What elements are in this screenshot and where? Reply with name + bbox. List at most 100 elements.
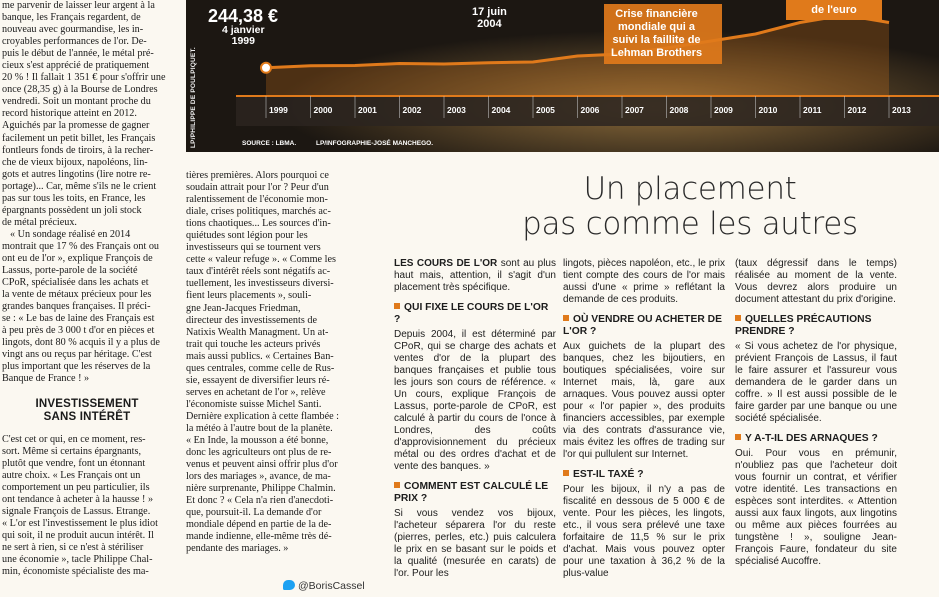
text-line: lors des mariages », avance, de ma- [186,471,331,483]
text-line: banque, les Français regardent, de [2,12,141,24]
text-line: quiétudes sont légion pour les [186,230,308,242]
text-line: vendredi. Soit un montant proche du [2,96,151,108]
question-text: OÙ VENDRE OU ACHETER DE L'OR ? [563,314,722,337]
author-handle: @BorisCassel [298,580,365,592]
text-line: tions chaotiques... Les sources d'in- [186,218,331,230]
year-tick-label: 2002 [403,105,422,115]
subheading-line: SANS INTÉRÊT [43,410,131,423]
text-line: record historique atteint en 2012. [2,108,137,120]
year-tick-label: 2009 [714,105,733,115]
text-line: fient leurs placements », souli- [186,290,312,302]
text-line: fontleurs fonds de tiroirs, à la recher- [2,144,154,156]
box-headline: Un placement pas comme les autres [470,172,910,242]
text-line: portage)... Car, même s'ils ne le crient [2,180,157,192]
text-line: C'est cet or qui, en ce moment, res- [2,433,146,445]
euro-annotation: de l'euro [786,0,882,20]
mid-date-line-2: 2004 [477,18,502,30]
text-line: lingots, dont 80 % acquis il y a plus de [2,337,160,349]
year-tick-label: 2012 [848,105,867,115]
article-column-2: tières premières. Alors pourquoi ce souda… [186,170,358,575]
year-tick-label: 2001 [358,105,377,115]
text-line: autre choix. « Les Français ont un [2,469,141,481]
text-line: nouveau avec gourmandise, les in- [2,24,144,36]
year-tick-label: 2008 [670,105,689,115]
headline-line-2: pas comme les autres [522,206,858,242]
year-tick-label: 1999 [269,105,288,115]
text-line: ont tendance à acheter à la hausse ! » [2,493,154,505]
year-tick-label: 2006 [581,105,600,115]
crisis-box-background [604,4,722,64]
box-column-2: lingots, pièces napoléon, etc., le prix … [563,258,725,597]
year-axis-band [236,96,939,126]
text-line: donc les agriculteurs ont plus de re- [186,447,332,459]
article-column-1: me parvenir de laisser leur argent à la b… [2,0,172,597]
square-bullet-icon [563,315,569,321]
text-line: CPoR, spécialisée dans les achats et [2,277,149,289]
text-line: montrait que 17 % des Français ont ou [2,240,160,252]
text-line: Lassus, porte-parole de la société [2,265,138,277]
text-line: cieux s'est apprécié de pratiquement [2,60,150,72]
text-line: sort. Même si certains épargnants, [2,445,142,457]
answer-text: Aux guichets de la plupart des banques, … [563,341,725,460]
text-line: vingt ans ou reçus par héritage. C'est [2,349,152,361]
text-line: la vente de métaux précieux pour les [2,289,152,301]
text-line: mais aussi publics. « Certaines Ban- [186,350,334,362]
crisis-line: suivi la faillite de [612,34,701,46]
text-line: plutôt que vendre, font un étonnant [2,457,146,469]
question-heading: EST-IL TAXÉ ? [563,469,725,481]
text-line: gots et autres lingotins (lire notre re- [2,168,151,180]
question-text: QUELLES PRÉCAUTIONS PRENDRE ? [735,314,872,337]
box-column-1: LES COURS DE L'OR sont au plus haut mais… [394,258,556,597]
answer-text: (taux dégressif dans le temps) réalisée … [735,258,897,305]
text-line: mande indienne, elle-même très dé- [186,531,332,543]
text-line: tuellement, les investisseurs diversi- [186,278,334,290]
text-line: comportement un peu particulier, ils [2,481,150,493]
year-tick-label: 2007 [625,105,644,115]
square-bullet-icon [394,482,400,488]
text-line: croyables performances de l'or. De- [2,36,147,48]
gold-price-infographic: 1999 2000 2001 2002 2003 2004 2005 2006 2007 2008… [186,0,939,152]
answer-text: Pour les bijoux, il n'y a pas de fiscali… [563,484,725,579]
text-line: Natixis Wealth Managment. Un at- [186,326,329,338]
chart-background [186,0,939,152]
text-line: diale, crises politiques, marchés ac- [186,206,331,218]
text-line: plus important que les réserves de la [2,361,151,373]
text-line: qui soit, il ne produit aucun intérêt. I… [2,529,154,541]
crisis-line: mondiale qui a [618,21,696,33]
year-tick-label: 2013 [892,105,911,115]
text-line: once (28,35 g) à la Bourse de Londres [2,84,158,96]
text-line: de métal précieux. [2,216,77,228]
start-date-line-1: 4 janvier [222,24,265,36]
text-line: « L'or est l'investissement le plus idio… [2,517,158,529]
question-heading: QUI FIXE LE COURS DE L'OR ? [394,302,556,326]
text-line: signale François de Lassus. Etrange. [2,505,151,517]
text-line: « Un sondage réalisé en 2014 [10,228,131,240]
text-line: l'économiste suisse Michel Santi. [186,398,322,410]
text-line: facilement un petit billet, les Français [2,132,156,144]
photo-credit-text: LP/PHILIPPE DE POULPIQUET. [190,47,197,148]
answer-text: lingots, pièces napoléon, etc., le prix … [563,258,725,305]
question-heading: Y A-T-IL DES ARNAQUES ? [735,433,897,445]
text-line: directeur des investissements de [186,314,317,326]
text-line: tières premières. Alors pourquoi ce [186,170,329,181]
text-line: se : « Le bas de laine des Français est [2,313,155,325]
price-area [266,15,889,96]
text-line: Et donc ? « Cela n'a rien d'anecdoti- [186,495,334,507]
text-line: « En Inde, la mousson a été bonne, [186,435,329,447]
text-line: à peu près de 3 000 t d'or en pièces et [2,325,155,337]
year-tick-label: 2010 [759,105,778,115]
crisis-line: Lehman Brothers [611,47,703,59]
text-line: gne Jean-Jacques Friedman, [186,302,301,314]
text-line: ques centrales, comme celle de Rus- [186,362,335,374]
answer-text: Si vous vendez vos bijoux, l'acheteur sé… [394,508,556,579]
chart-infographie-credit: LP/INFOGRAPHIE-JOSÉ MANCHEGO. [316,140,434,147]
square-bullet-icon [735,315,741,321]
text-line: mondiale dépend en partie de la de- [186,519,332,531]
start-point-marker [260,61,272,74]
start-date-label: 4 janvier 1999 [222,25,265,47]
text-line: nière surprenante, Philippe Chalmin. [186,483,336,495]
square-bullet-icon [735,434,741,440]
text-line: ne sert à rien, si ce n'est à stériliser [2,541,144,553]
text-line: une économie », tacle Philippe Chal- [2,553,153,565]
text-line: sie, essayent de diversifier leurs ré- [186,374,330,386]
